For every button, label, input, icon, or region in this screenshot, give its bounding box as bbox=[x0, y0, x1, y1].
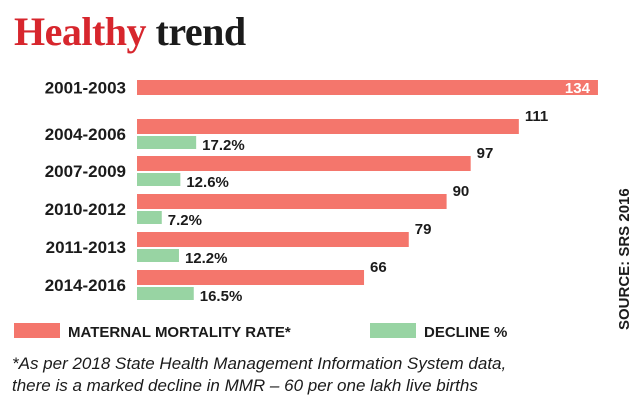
mmr-value-label: 66 bbox=[370, 259, 387, 276]
decline-bar bbox=[137, 287, 194, 300]
decline-value-label: 16.5% bbox=[200, 288, 243, 305]
category-label: 2004-2006 bbox=[45, 125, 126, 144]
chart-title: Healthy trend bbox=[14, 8, 246, 55]
footnote: *As per 2018 State Health Management Inf… bbox=[12, 353, 632, 397]
decline-bar bbox=[137, 249, 179, 262]
mmr-value-label: 79 bbox=[415, 221, 432, 238]
decline-value-label: 12.6% bbox=[186, 174, 229, 191]
decline-value-label: 7.2% bbox=[168, 212, 202, 229]
decline-value-label: 12.2% bbox=[185, 250, 228, 267]
mmr-value-label: 134 bbox=[565, 80, 591, 97]
legend-label-decline: DECLINE % bbox=[424, 324, 507, 341]
decline-bar bbox=[137, 173, 181, 186]
category-label: 2010-2012 bbox=[45, 200, 126, 219]
legend-swatch-mmr bbox=[14, 323, 60, 338]
bars-group: 2001-2003 134 2004-2006 111 17.2% 2007-2009 97… bbox=[45, 79, 598, 305]
source-label: SOURCE: SRS 2016 bbox=[616, 188, 633, 330]
decline-bar bbox=[137, 211, 162, 224]
bar-chart: 2001-2003 134 2004-2006 111 17.2% 2007-2009 97… bbox=[14, 79, 598, 341]
mmr-bar bbox=[137, 270, 365, 285]
chart-title-accent: Healthy bbox=[14, 9, 147, 54]
mmr-value-label: 111 bbox=[525, 108, 548, 125]
category-label: 2001-2003 bbox=[45, 79, 126, 98]
legend-swatch-decline bbox=[370, 323, 416, 338]
chart-title-main: trend bbox=[155, 9, 247, 54]
decline-value-label: 17.2% bbox=[202, 137, 245, 154]
category-label: 2007-2009 bbox=[45, 162, 126, 181]
category-label: 2014-2016 bbox=[45, 276, 126, 295]
mmr-value-label: 90 bbox=[453, 183, 470, 200]
mmr-bar bbox=[137, 156, 471, 171]
mmr-bar bbox=[137, 80, 598, 95]
legend: MATERNAL MORTALITY RATE* DECLINE % bbox=[14, 323, 507, 341]
category-label: 2011-2013 bbox=[46, 238, 126, 257]
mmr-bar bbox=[137, 232, 409, 247]
footnote-line-1: *As per 2018 State Health Management Inf… bbox=[12, 354, 507, 373]
decline-bar bbox=[137, 136, 197, 149]
mmr-value-label: 97 bbox=[477, 145, 494, 162]
mmr-bar bbox=[137, 119, 519, 134]
mmr-bar bbox=[137, 194, 447, 209]
footnote-line-2: there is a marked decline in MMR – 60 pe… bbox=[12, 376, 478, 395]
legend-label-mmr: MATERNAL MORTALITY RATE* bbox=[68, 324, 291, 341]
